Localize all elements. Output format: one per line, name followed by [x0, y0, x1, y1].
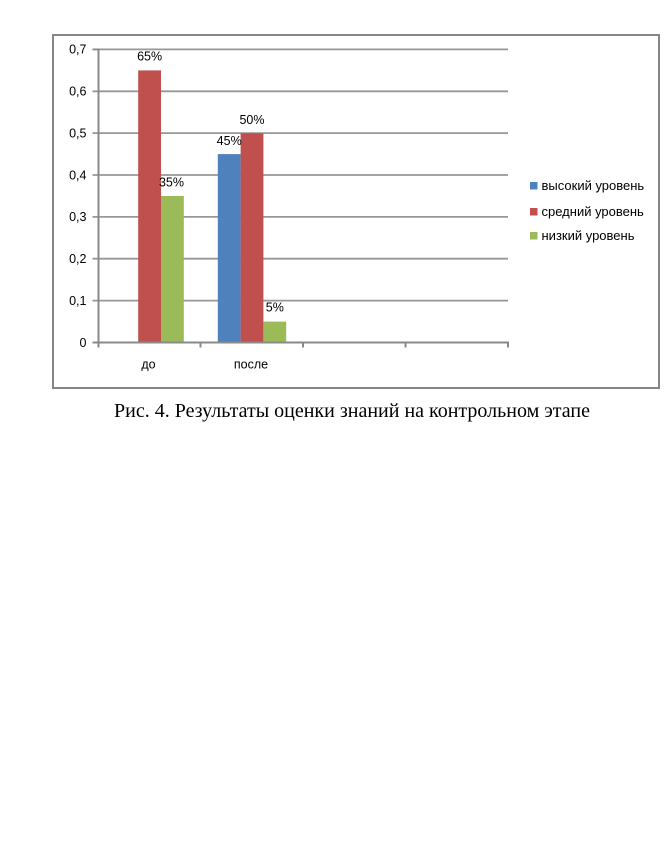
svg-text:5%: 5% [266, 301, 284, 315]
svg-text:0,2: 0,2 [69, 252, 86, 266]
svg-text:65%: 65% [137, 50, 162, 64]
svg-text:45%: 45% [217, 134, 242, 148]
svg-text:35%: 35% [159, 176, 184, 190]
svg-text:50%: 50% [239, 113, 264, 127]
svg-text:0,1: 0,1 [69, 294, 86, 308]
svg-text:до: до [141, 358, 155, 372]
svg-text:0,3: 0,3 [69, 210, 86, 224]
svg-text:средний уровень: средний уровень [542, 204, 645, 219]
svg-text:0,6: 0,6 [69, 85, 86, 99]
svg-text:0,4: 0,4 [69, 168, 86, 182]
svg-text:низкий уровень: низкий уровень [542, 228, 635, 243]
svg-text:0,5: 0,5 [69, 126, 86, 140]
svg-text:0: 0 [80, 336, 87, 350]
svg-text:после: после [234, 358, 268, 372]
svg-text:Рис. 4. Результаты оценки знан: Рис. 4. Результаты оценки знаний на конт… [114, 400, 590, 422]
svg-text:0,7: 0,7 [69, 43, 86, 57]
svg-text:высокий уровень: высокий уровень [542, 178, 645, 193]
